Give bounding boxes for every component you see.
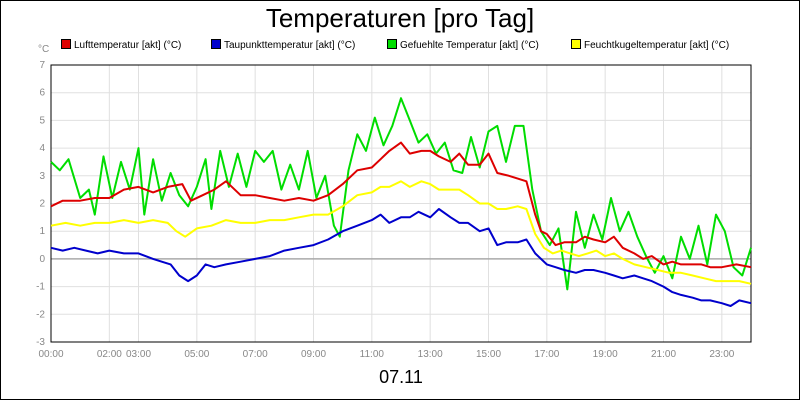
x-tick-label: 11:00 (360, 349, 385, 360)
legend-swatch-gefuehlte-temperatur (387, 39, 397, 49)
y-tick-label: -1 (36, 282, 45, 293)
x-tick-label: 21:00 (651, 349, 676, 360)
y-tick-label: 0 (39, 254, 45, 265)
y-tick-label: 6 (39, 88, 45, 99)
x-tick-label: 02:00 (97, 349, 122, 360)
axes (50, 64, 752, 343)
x-tick-label: 00:00 (38, 349, 63, 360)
x-tick-label: 17:00 (534, 349, 559, 360)
y-axis-unit-label: °C (38, 44, 49, 55)
legend-item-feuchtkugeltemperatur: Feuchtkugeltemperatur [akt] (°C) (571, 39, 729, 51)
plot-border (50, 64, 752, 343)
legend-item-lufttemperatur: Lufttemperatur [akt] (°C) (61, 39, 181, 51)
y-tick-label: 4 (39, 143, 45, 154)
x-tick-label: 23:00 (709, 349, 734, 360)
date-label: 07.11 (379, 367, 423, 387)
y-tick-label: 1 (39, 226, 45, 237)
y-tick-label: 2 (39, 199, 45, 210)
y-tick-label: 5 (39, 115, 45, 126)
series-line-0 (50, 141, 752, 269)
series-line-1 (50, 208, 752, 307)
series-line-3 (50, 180, 752, 285)
legend-label-taupunkttemperatur: Taupunkttemperatur [akt] (°C) (224, 40, 356, 51)
x-tick-label: 15:00 (476, 349, 501, 360)
x-tick-label: 07:00 (243, 349, 268, 360)
legend-swatch-lufttemperatur (61, 39, 71, 49)
series-lines (50, 97, 752, 307)
y-tick-label: -2 (36, 309, 45, 320)
legend-label-gefuehlte-temperatur: Gefuehlte Temperatur [akt] (°C) (400, 40, 539, 51)
legend-item-taupunkttemperatur: Taupunkttemperatur [akt] (°C) (211, 39, 355, 51)
x-tick-label: 09:00 (301, 349, 326, 360)
y-tick-label: -3 (36, 337, 45, 348)
tick-labels: -3 -2 -1 0 1 2 3 4 5 6 7 00:00 02:00 03:00 05:00 07:00 0… (36, 60, 735, 360)
y-tick-label: 7 (39, 60, 45, 71)
x-tick-label: 13:00 (418, 349, 443, 360)
legend-swatch-feuchtkugeltemperatur (571, 39, 581, 49)
y-tick-label: 3 (39, 171, 45, 182)
grid (51, 64, 751, 342)
legend-label-feuchtkugeltemperatur: Feuchtkugeltemperatur [akt] (°C) (584, 40, 730, 51)
legend-swatch-taupunkttemperatur (211, 39, 221, 49)
legend-item-gefuehlte-temperatur: Gefuehlte Temperatur [akt] (°C) (387, 39, 539, 51)
x-tick-label: 05:00 (184, 349, 209, 360)
x-tick-label: 03:00 (126, 349, 151, 360)
chart-title: Temperaturen [pro Tag] (265, 3, 535, 33)
legend-label-lufttemperatur: Lufttemperatur [akt] (°C) (74, 40, 182, 51)
x-tick-label: 19:00 (593, 349, 618, 360)
